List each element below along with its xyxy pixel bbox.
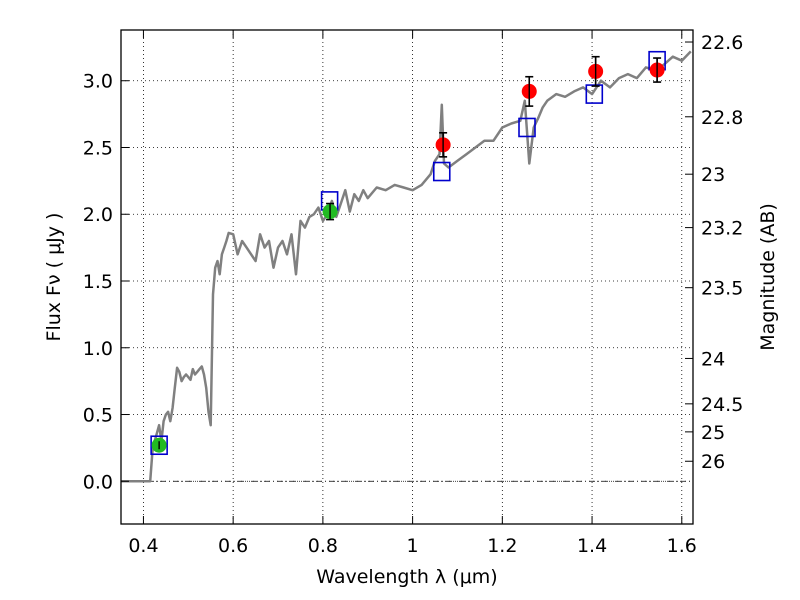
- right-tick-label: 22.6: [701, 32, 743, 54]
- y-tick-label: 3.0: [83, 71, 113, 93]
- y-axis-label: Flux Fν ( μJy ): [43, 213, 65, 342]
- x-tick-label: 1.2: [487, 535, 517, 557]
- model-photometry-square: [150, 435, 168, 456]
- model-photometry-square: [432, 161, 451, 182]
- right-tick-label: 23.5: [701, 278, 743, 300]
- right-tick-label: 25: [701, 422, 725, 444]
- right-tick-label: 24: [701, 348, 725, 370]
- y-tick-labels: 0.0 0.5 1.0 1.5 2.0 2.5 3.0: [83, 71, 113, 494]
- y-tick-label: 1.0: [83, 338, 113, 360]
- x-tick-labels: 0.4 0.6 0.8 1 1.2 1.4 1.6: [128, 535, 697, 557]
- right-tick-label: 24.5: [701, 394, 743, 416]
- grid: [121, 30, 693, 524]
- plot-frame: [120, 29, 694, 525]
- right-axis-label: Magnitude (AB): [757, 203, 779, 351]
- y-tick-label: 2.0: [83, 204, 113, 226]
- model-photometry-square: [585, 84, 604, 104]
- y-tick-label: 0.5: [83, 405, 113, 427]
- x-tick-label: 1: [407, 535, 419, 557]
- x-tick-label: 0.8: [308, 535, 338, 557]
- x-tick-label: 1.6: [667, 535, 697, 557]
- model-sed-line: [121, 50, 692, 483]
- x-tick-label: 0.6: [218, 535, 248, 557]
- right-tick-label: 22.8: [701, 107, 743, 129]
- x-tick-label: 1.4: [577, 535, 607, 557]
- axis-ticks: [121, 30, 693, 524]
- right-tick-labels: 22.6 22.8 23 23.2 23.5 24 24.5 25 26: [701, 32, 743, 473]
- right-tick-label: 26: [701, 451, 725, 473]
- model-sed: [121, 50, 692, 483]
- y-tick-label: 1.5: [83, 271, 113, 293]
- x-axis-label: Wavelength λ (μm): [316, 566, 497, 588]
- right-tick-label: 23.2: [701, 218, 743, 240]
- right-tick-label: 23: [701, 164, 725, 186]
- y-tick-label: 2.5: [83, 137, 113, 159]
- data-points: [150, 50, 666, 456]
- y-tick-label: 0.0: [83, 471, 113, 493]
- x-tick-label: 0.4: [128, 535, 158, 557]
- model-photometry-square: [518, 117, 536, 138]
